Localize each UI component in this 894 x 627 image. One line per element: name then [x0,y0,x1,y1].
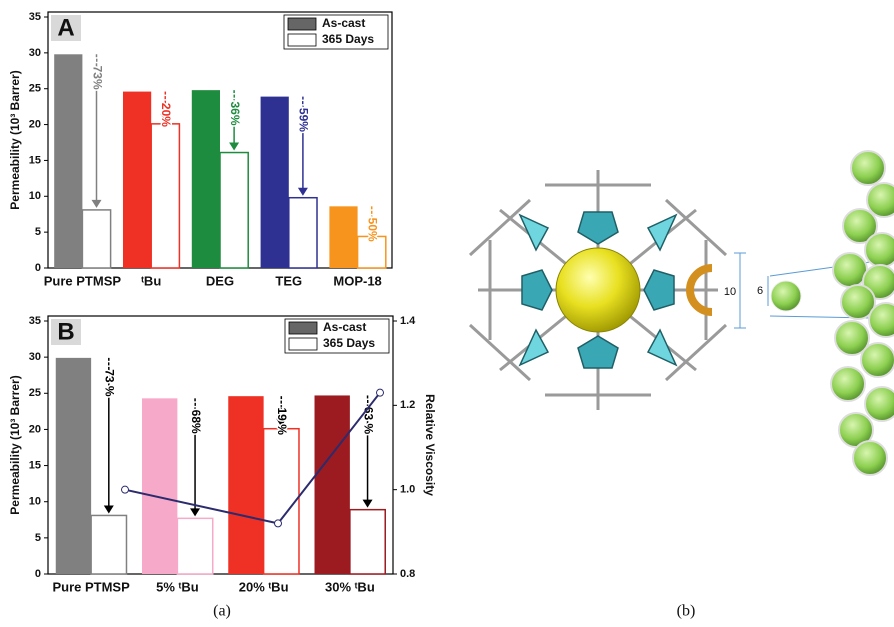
dimension-label: 10 [724,286,736,298]
bar [260,96,289,268]
bar [150,123,181,269]
change-label: - 50% [366,210,380,242]
legend-swatch [287,17,317,31]
y-axis-label: Permeability (10³ Barrer) [8,70,22,209]
y-tick-label: 0 [35,568,41,580]
y-tick-label: 35 [29,315,41,327]
y-tick-label: 15 [29,459,41,471]
bar [262,427,300,575]
arrow-head [103,505,114,514]
x-tick-label: 5% ᵗBu [156,579,199,594]
legend-swatch [288,337,318,351]
y2-tick-label: 0.8 [400,568,415,580]
x-tick-label: Pure PTMSP [44,273,122,288]
pore-sphere [555,247,641,333]
panel-label: A [57,14,74,41]
legend-swatch [288,321,318,335]
legend-swatch [287,33,317,47]
bar [176,517,214,575]
bar [314,395,350,574]
bar [81,209,112,269]
change-label: - 36% [228,94,242,126]
change-label: - 20% [159,96,173,128]
bar [122,91,152,268]
y-tick-label: 20 [29,423,41,435]
panel-label-box [51,15,81,41]
bar [219,151,249,269]
y-tick-label: 5 [35,226,41,238]
y2-tick-label: 1.4 [400,315,416,327]
y-tick-label: 35 [29,11,41,23]
y-tick-label: 5 [35,532,41,544]
arrow-head [190,508,201,517]
panel-label-box [51,319,81,345]
arrow-head [160,113,171,122]
y-tick-label: 25 [29,83,41,95]
change-label: - 63 % [361,399,375,434]
bar [54,54,83,268]
bar [356,235,387,269]
change-label: - 73% [90,58,104,90]
caption: (b) [677,603,696,620]
arrow-head [297,187,308,196]
legend-label: As-cast [323,320,366,334]
molecule-illustration: 10 6 [468,150,894,476]
y2-axis-label: Relative Viscosity [423,394,437,496]
bar [329,206,358,268]
viscosity-point [376,388,384,397]
bar [55,357,92,574]
y-tick-label: 15 [29,154,41,166]
caption: (a) [213,603,231,620]
y2-tick-label: 1.2 [400,399,415,411]
change-label: - 73 % [103,362,117,397]
y-tick-label: 20 [29,118,41,130]
x-tick-label: Pure PTMSP [52,579,130,594]
bar [142,398,178,574]
metal-clusters [518,211,678,369]
viscosity-point [274,519,282,528]
y-tick-label: 30 [29,47,41,59]
arrow-head [362,499,373,508]
change-label: - 68% [189,402,203,434]
y-tick-label: 30 [29,351,41,363]
y-tick-label: 25 [29,387,41,399]
x-tick-label: 20% ᵗBu [239,579,289,594]
y-tick-label: 10 [29,496,41,508]
change-label: - 19 % [275,400,289,435]
y2-tick-label: 1.0 [400,484,415,496]
bar [288,196,318,269]
change-label: - 59% [297,101,311,133]
aperture-ring [686,264,713,316]
legend-label: 365 Days [322,32,374,46]
x-tick-label: TEG [275,273,302,288]
plot-frame [47,315,394,575]
x-tick-label: DEG [206,273,234,288]
viscosity-point [121,485,129,494]
bar [191,90,220,268]
arrow-head [91,199,102,208]
gas-molecule [770,280,802,312]
x-tick-label: MOP-18 [333,273,381,288]
panel-label: B [57,318,74,345]
polymer-chain [830,150,894,476]
bar [228,396,264,574]
y-axis-label: Permeability (10³ Barrer) [8,375,22,514]
x-tick-label: ᵗBu [141,273,161,288]
legend-label: As-cast [322,16,365,30]
arrow-head [276,418,287,427]
bar [90,514,128,575]
x-tick-label: 30% ᵗBu [325,579,375,594]
y-tick-label: 10 [29,190,41,202]
bar [349,508,386,575]
legend-label: 365 Days [323,336,375,350]
arrow-head [229,142,240,151]
y-tick-label: 0 [35,262,41,274]
dimension-label: 6 [757,285,763,297]
arrow-head [366,226,377,235]
